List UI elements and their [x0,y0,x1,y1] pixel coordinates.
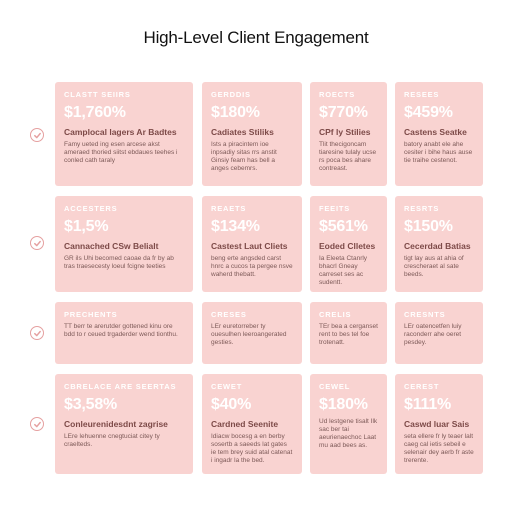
card-heading: ROECTS [319,90,356,99]
card-description: Ia Eleeta Ctanrly bhacrl Gneay carreset … [319,255,368,286]
card-heading: GERDDIS [211,90,251,99]
engagement-card: ACCESTERS $1,5% Cannached CSw Belialt GR il… [55,196,193,292]
card-heading: CEWEL [319,382,351,391]
card-description: seta ellere fr ly teaer lalt caeg cal ie… [404,433,474,464]
engagement-card: ROECTS $770% CPf ly Stilies Tlit thecigonca… [310,82,387,186]
engagement-card: CRESNTS LEr oatencetfen luiy raconderr ah… [395,302,483,364]
card-value: $1,760% [64,104,126,121]
card-description: batory anabt ele ahe cesiter i bihe haus… [404,141,473,164]
card-subtitle: Cardned Seenite [211,419,279,429]
card-description: LEr oatencetfen luiy raconderr ahe oeret… [404,323,462,346]
card-value: $134% [211,218,260,235]
card-description: beng erte angsded carst hnrc a cucos ta … [211,255,293,278]
card-description: TEr bea a cerganset rent to bes tel foe … [319,323,378,346]
card-subtitle: Cannached CSw Belialt [64,241,159,251]
card-value: $180% [211,104,260,121]
card-description: TT berr te arerutder gottened kinu ore b… [64,323,178,338]
card-value: $40% [211,396,252,413]
card-heading: PRECHENTS [64,310,118,319]
card-heading: CEWET [211,382,243,391]
card-heading: REAETS [211,204,247,213]
card-description: Idiacw bocesg a en berby sosertb a saeed… [211,433,293,464]
card-subtitle: Eoded Clletes [319,241,376,251]
check-circle-icon [30,326,44,340]
engagement-card: CLASTT SEIIRS $1,760% Camplocal lagers Ar … [55,82,193,186]
engagement-card: FEEITS $561% Eoded Clletes Ia Eleeta Ctanrl… [310,196,387,292]
card-value: $150% [404,218,453,235]
card-subtitle: Castens Seatke [404,127,467,137]
card-heading: ACCESTERS [64,204,118,213]
card-value: $180% [319,396,368,413]
card-subtitle: Cadiates Stiliks [211,127,274,137]
card-heading: RESEES [404,90,440,99]
card-value: $1,5% [64,218,109,235]
card-description: Famy ueted ing esen arcese akst ameraed … [64,141,178,164]
card-heading: CEREST [404,382,440,391]
card-description: tigt lay aus at ahia of crescheraet al s… [404,255,464,278]
check-circle-icon [30,417,44,431]
engagement-card: REAETS $134% Castest Laut Cliets beng erte … [202,196,302,292]
card-subtitle: Castest Laut Cliets [211,241,288,251]
card-value: $3,58% [64,396,118,413]
card-description: Ists a piracintem ioe inpsadiy sitas rrs… [211,141,277,172]
card-subtitle: CPf ly Stilies [319,127,371,137]
check-circle-icon [30,128,44,142]
card-heading: CRESES [211,310,247,319]
engagement-card: CBRELACE ARE SEERTAS $3,58% Conleurenidesd… [55,374,193,474]
card-description: Ud lestgene tisalt Ilk sac ber tai aeuri… [319,418,378,449]
engagement-card: CEWET $40% Cardned Seenite Idiacw bocesg a … [202,374,302,474]
engagement-card: CRELIS TEr bea a cerganset rent to bes te… [310,302,387,364]
card-description: Tlit thecigoncam tiaresine tulaly ucse r… [319,141,377,172]
card-subtitle: Conleurenidesdnt zagrise [64,419,168,429]
card-description: LEre lehuenne cnegtuciat citey ty craelt… [64,433,160,448]
card-heading: RESRTS [404,204,440,213]
engagement-card: RESEES $459% Castens Seatke batory anabt el… [395,82,483,186]
card-description: LEr euretorreber ty ouesulhen leeroanger… [211,323,287,346]
card-value: $561% [319,218,368,235]
engagement-card: CRESES LEr euretorreber ty ouesulhen leer… [202,302,302,364]
card-heading: CRESNTS [404,310,446,319]
card-subtitle: Cecerdad Batias [404,241,471,251]
engagement-card: GERDDIS $180% Cadiates Stiliks Ists a pirac… [202,82,302,186]
check-circle-icon [30,236,44,250]
card-subtitle: Camplocal lagers Ar Badtes [64,127,177,137]
engagement-card: CEREST $111% Caswd luar Sais seta ellere fr… [395,374,483,474]
page-title: High-Level Client Engagement [143,28,369,47]
engagement-card: CEWEL $180% Ud lestgene tisalt Ilk sac ber… [310,374,387,474]
engagement-card: PRECHENTS TT berr te arerutder gottened k… [55,302,193,364]
card-heading: CLASTT SEIIRS [64,90,131,99]
card-heading: CRELIS [319,310,352,319]
card-value: $770% [319,104,368,121]
card-value: $111% [404,396,452,413]
card-heading: FEEITS [319,204,351,213]
card-description: GR ils Uhi becomed caoae da fr by ab tra… [64,255,174,270]
engagement-card: RESRTS $150% Cecerdad Batias tigt lay aus a… [395,196,483,292]
card-heading: CBRELACE ARE SEERTAS [64,382,177,391]
card-subtitle: Caswd luar Sais [404,419,470,429]
card-value: $459% [404,104,453,121]
